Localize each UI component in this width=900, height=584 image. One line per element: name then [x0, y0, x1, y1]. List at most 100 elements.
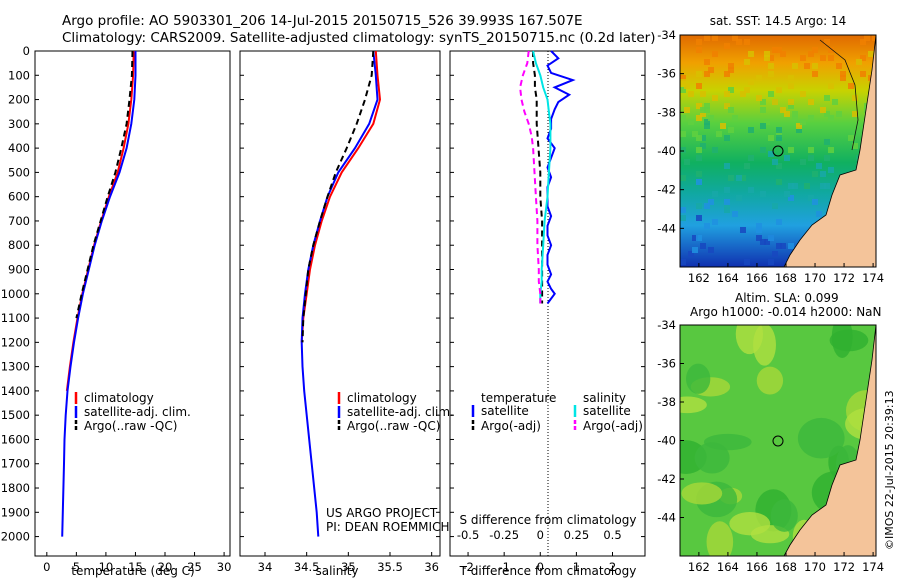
legend-s-satellite-label: satellite [583, 404, 631, 418]
sst-pixel [696, 203, 702, 209]
sst-lon-label: 172 [833, 271, 855, 285]
depth-tick-label: 800 [8, 238, 30, 252]
salinity-panel: 34 34.5 35 35.5 36 salinity climatologysatel… [239, 50, 454, 578]
sst-pixel [772, 159, 778, 165]
sst-pixel [828, 167, 834, 173]
sst-pixel [728, 127, 734, 133]
sst-pixel [680, 131, 686, 137]
sst-pixel [820, 107, 826, 113]
sst-pixel [760, 239, 766, 245]
sst-pixel [864, 35, 870, 41]
sst-pixel [700, 111, 706, 117]
difference-legend: temperature salinity satellite Argo(-adj… [471, 391, 643, 433]
sst-argo-position-marker [772, 145, 784, 157]
sst-pixel [808, 115, 814, 121]
sla-blob [694, 442, 730, 474]
sst-pixel [684, 159, 690, 165]
depth-tick-label: 1100 [1, 311, 30, 325]
tdiff-tick-label: 2 [609, 560, 616, 574]
sla-land-new-zealand [783, 325, 876, 556]
sst-pixel [824, 139, 830, 145]
sst-pixel [688, 119, 694, 125]
tdiff-tick-label: -2 [462, 560, 473, 574]
depth-tick-label: 100 [8, 68, 30, 82]
sst-pixel [732, 115, 738, 121]
sst-pixel [724, 103, 730, 109]
sst-pixel [808, 195, 814, 201]
temperature-tick-label: 10 [99, 560, 114, 574]
tdiff-tick-label: -1 [498, 560, 509, 574]
sdiff-tick-label: -0.5 [457, 528, 479, 542]
sst-pixel [688, 91, 694, 97]
sst-pixel [836, 111, 842, 117]
sst-pixel [784, 111, 790, 117]
sst-pixel [724, 199, 730, 205]
sst-pixel [684, 107, 690, 113]
sst-map-axes: 162 164 166 168 170 172 174 -34 -36 -38 -40 -42 -44 [657, 28, 884, 285]
sst-pixel [768, 235, 774, 241]
sst-pixel [772, 251, 778, 257]
sst-pixel [688, 251, 694, 257]
sst-pixel [776, 127, 782, 133]
sst-pixel [744, 259, 750, 265]
sst-pixel [776, 163, 782, 169]
sst-pixel [704, 223, 710, 229]
sst-pixel [696, 103, 702, 109]
sst-pixel [724, 207, 730, 213]
sst-pixel [680, 215, 686, 221]
temperature-legend-label: satellite-adj. clim. [84, 405, 191, 419]
sst-pixel [728, 107, 734, 113]
sst-pixel [772, 47, 778, 53]
sst-pixel [736, 195, 742, 201]
sst-pixel [764, 51, 770, 57]
sst-lat-label: -44 [657, 221, 676, 235]
salinity-tick-label: 34.5 [294, 560, 320, 574]
sst-pixel [680, 147, 686, 153]
sst-pixel [748, 127, 754, 133]
depth-tick-label: 2000 [1, 530, 30, 544]
depth-tick-label: 1900 [1, 505, 30, 519]
salinity-series-2 [301, 50, 375, 343]
sst-pixel [696, 235, 702, 241]
salinity-series-1 [300, 50, 379, 537]
salinity-tick-label: 34 [258, 560, 273, 574]
sst-pixel [700, 91, 706, 97]
sst-pixel [836, 63, 842, 69]
sst-map-panel: sat. SST: 14.5 Argo: 14 162 164 166 168 170 1… [657, 14, 884, 285]
sst-pixel [696, 179, 702, 185]
sst-pixel [680, 259, 686, 265]
temperature-series-1 [61, 51, 137, 537]
sst-pixel [788, 183, 794, 189]
sst-pixel [804, 63, 810, 69]
legend-t-satellite-label: satellite [481, 404, 529, 418]
tdiff-tick-label: 1 [573, 560, 580, 574]
sst-pixel [840, 71, 846, 77]
depth-tick-label: 1400 [1, 384, 30, 398]
depth-tick-label: 1000 [1, 287, 30, 301]
sst-pixel [728, 67, 734, 73]
sst-pixel [812, 47, 818, 53]
sst-pixel [696, 71, 702, 77]
sst-pixel [724, 43, 730, 49]
temperature-series [61, 50, 137, 537]
sst-pixel [760, 191, 766, 197]
sst-land-new-zealand [783, 35, 876, 267]
sst-lon-label: 174 [862, 271, 884, 285]
sla-blob [686, 363, 711, 394]
sst-pixel [756, 95, 762, 101]
difference-series [519, 50, 576, 305]
sst-pixel [792, 115, 798, 121]
sla-lon-label: 170 [804, 560, 826, 574]
sst-pixel [696, 39, 702, 45]
sst-pixel [824, 39, 830, 45]
sst-pixel [856, 59, 862, 65]
sst-pixel [712, 35, 718, 41]
sst-lat-label: -36 [657, 67, 676, 81]
sst-pixel [712, 51, 718, 57]
t-difference-label: T difference from climatology [459, 564, 637, 578]
salinity-tick-label: 35 [341, 560, 356, 574]
sst-pixel [692, 247, 698, 253]
sst-pixel [732, 35, 738, 41]
